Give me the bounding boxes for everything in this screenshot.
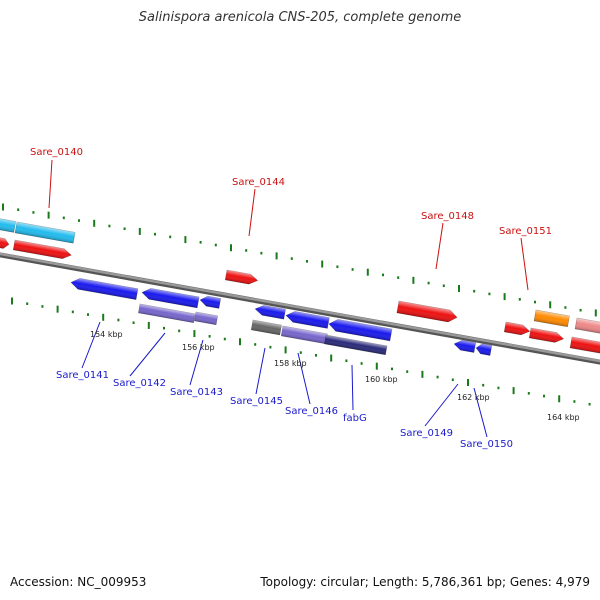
gene-sare-0141[interactable] — [70, 277, 139, 300]
scale-label-154: 154 kbp — [90, 330, 123, 339]
gene-sare-0150[interactable] — [475, 343, 493, 356]
gene-sare-0151[interactable] — [503, 321, 531, 336]
gene-sare-0140[interactable] — [14, 221, 76, 244]
scale-label-156: 156 kbp — [182, 343, 215, 352]
leader-line — [129, 332, 166, 377]
leader-line — [297, 352, 311, 405]
gene-label-sare-0144[interactable]: Sare_0144 — [232, 177, 285, 188]
gene-label-sare-0142[interactable]: Sare_0142 — [113, 378, 166, 389]
gene-label-sare-0141[interactable]: Sare_0141 — [56, 370, 109, 381]
gene-label-sare-0145[interactable]: Sare_0145 — [230, 396, 283, 407]
label-leader-lines — [48, 159, 529, 438]
gene-sare-0152[interactable] — [528, 327, 565, 344]
leader-line — [189, 339, 204, 386]
genome-summary-text: Topology: circular; Length: 5,786,361 bp… — [260, 575, 590, 589]
gene-sare-0145[interactable] — [254, 304, 286, 320]
gene-sare-0143-band[interactable] — [194, 311, 219, 326]
gene-sare-0146[interactable] — [285, 310, 330, 329]
leader-line — [48, 159, 53, 209]
outer-tick-ring — [2, 203, 597, 317]
scale-label-162: 162 kbp — [457, 393, 490, 402]
inner-tick-ring — [11, 297, 591, 406]
gene-sare-0149[interactable] — [453, 339, 477, 353]
gene-label-sare-0151[interactable]: Sare_0151 — [499, 226, 552, 237]
gene-label-fabg[interactable]: fabG — [343, 413, 367, 424]
gene-sare-0148[interactable] — [396, 300, 458, 323]
leader-line — [248, 188, 256, 237]
leader-line — [520, 237, 529, 291]
scale-label-164: 164 kbp — [547, 413, 580, 422]
gene-label-sare-0140[interactable]: Sare_0140 — [30, 147, 83, 158]
gene-sare-0143[interactable] — [199, 295, 222, 309]
leader-line — [473, 387, 488, 438]
gene-sare-0146-band[interactable] — [280, 325, 328, 345]
leader-line — [81, 321, 101, 369]
gene-forward-left-a[interactable] — [0, 236, 10, 249]
leader-line — [255, 347, 266, 395]
gene-label-sare-0149[interactable]: Sare_0149 — [400, 428, 453, 439]
gene-label-sare-0150[interactable]: Sare_0150 — [460, 439, 513, 450]
map-title: Salinispora arenicola CNS-205, complete … — [138, 10, 462, 25]
gene-sare-0139[interactable] — [0, 217, 17, 233]
scale-labels: 154 kbp 156 kbp 158 kbp 160 kbp 162 kbp … — [90, 330, 580, 422]
accession-text: Accession: NC_009953 — [10, 575, 147, 589]
forward-gene-labels: Sare_0140 Sare_0144 Sare_0148 Sare_0151 — [30, 147, 552, 237]
gene-orange[interactable] — [533, 309, 570, 328]
gene-forward-right[interactable] — [569, 336, 600, 354]
leader-line — [424, 383, 459, 427]
gene-sare-0144[interactable] — [224, 269, 259, 285]
scale-label-158: 158 kbp — [274, 359, 307, 368]
leader-line — [351, 364, 354, 411]
reverse-gene-labels: Sare_0141 Sare_0142 Sare_0143 Sare_0145 … — [56, 370, 513, 450]
gene-label-sare-0143[interactable]: Sare_0143 — [170, 387, 223, 398]
gene-forward-left-b[interactable] — [12, 239, 72, 260]
gene-label-sare-0148[interactable]: Sare_0148 — [421, 211, 474, 222]
gene-pink[interactable] — [574, 317, 600, 335]
leader-line — [435, 222, 444, 270]
gene-features — [0, 217, 600, 356]
gene-fabg-band[interactable] — [324, 334, 388, 356]
gene-sare-0145-band[interactable] — [250, 319, 282, 336]
gene-sare-0142[interactable] — [141, 287, 200, 309]
genome-backbone — [0, 252, 600, 365]
gene-fabg[interactable] — [328, 318, 393, 342]
gene-sare-0142-band[interactable] — [138, 303, 196, 324]
gene-label-sare-0146[interactable]: Sare_0146 — [285, 406, 338, 417]
scale-label-160: 160 kbp — [365, 375, 398, 384]
